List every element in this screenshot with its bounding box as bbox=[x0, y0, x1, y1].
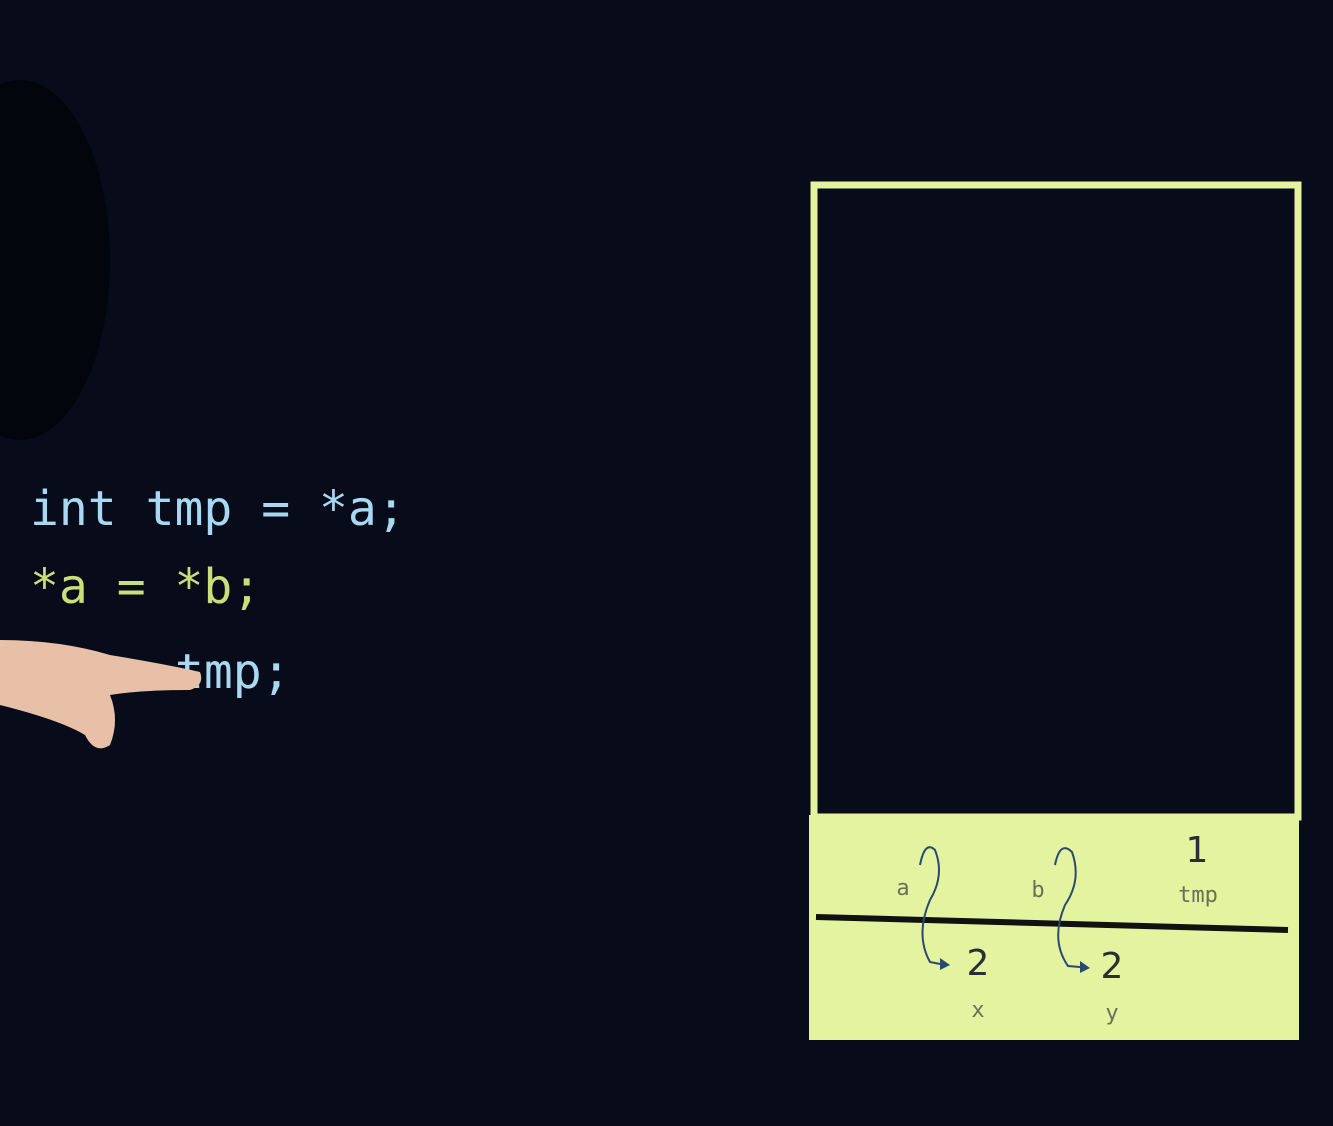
frame-divider bbox=[815, 914, 1289, 933]
code-line: *a = *b; bbox=[30, 559, 261, 615]
arrow-head bbox=[1080, 961, 1090, 973]
var-value: 1 bbox=[1186, 830, 1209, 871]
var-name: b bbox=[1031, 878, 1044, 903]
arrow-head bbox=[940, 958, 950, 970]
var-value: 2 bbox=[967, 943, 990, 984]
pointer-arrow bbox=[1054, 847, 1081, 968]
var-value: 2 bbox=[1101, 946, 1124, 987]
pointer-arrow bbox=[919, 846, 941, 965]
shadow bbox=[0, 80, 110, 440]
var-name: x bbox=[971, 998, 984, 1023]
var-name: tmp bbox=[1178, 883, 1218, 908]
var-name: a bbox=[896, 876, 909, 901]
code-line: int tmp = *a; bbox=[30, 481, 406, 537]
var-name: y bbox=[1105, 1001, 1118, 1026]
hand bbox=[0, 640, 202, 749]
